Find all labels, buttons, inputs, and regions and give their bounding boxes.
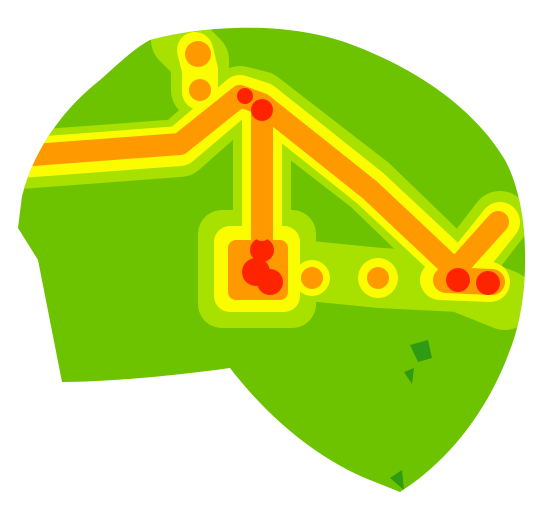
heat-layers — [18, 27, 526, 490]
dark-patches — [390, 340, 432, 490]
heat-peak-layer — [237, 88, 500, 295]
heat-corridor-dots — [253, 126, 271, 241]
